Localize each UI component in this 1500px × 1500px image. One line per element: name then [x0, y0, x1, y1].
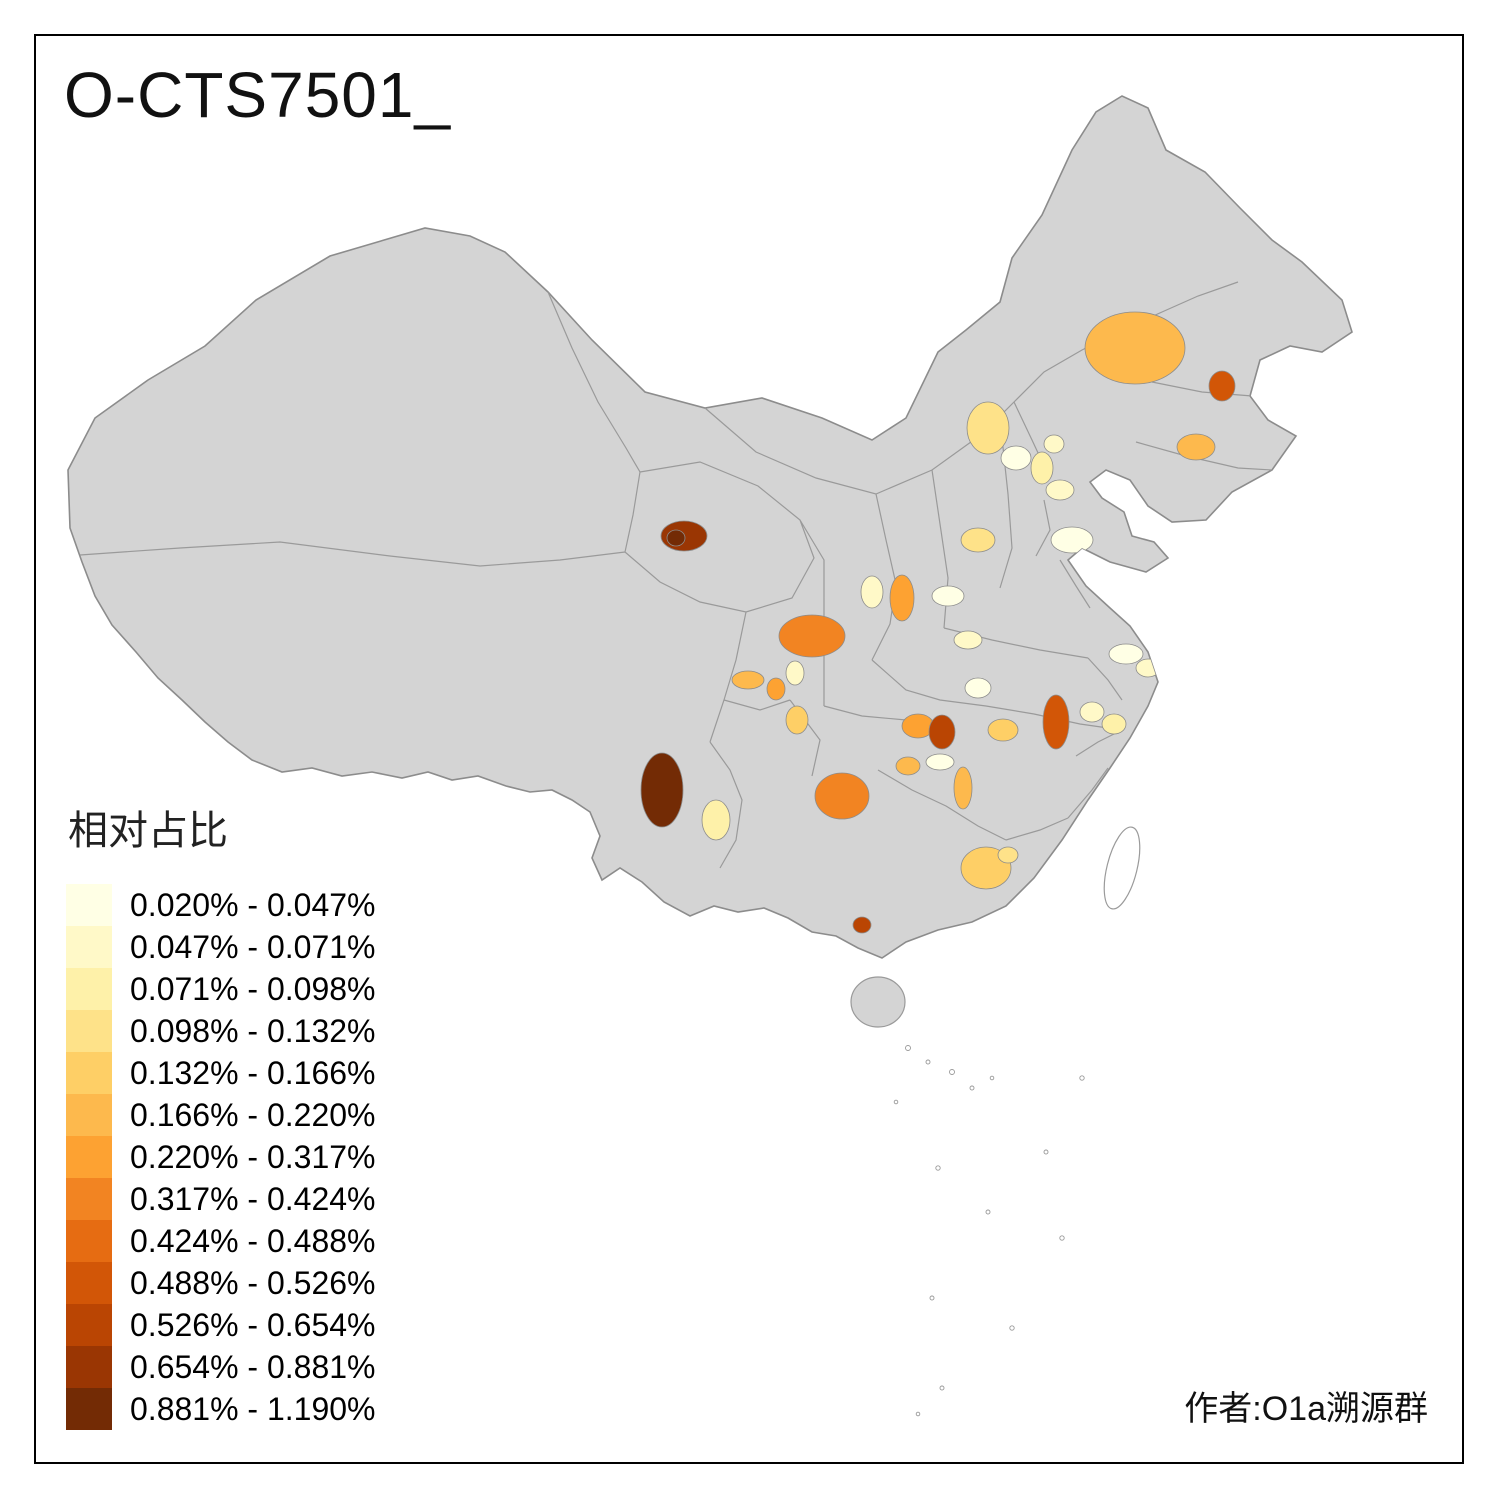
prefecture-region: [960, 527, 996, 553]
prefecture-region: [666, 529, 686, 547]
legend-title: 相对占比: [68, 809, 228, 853]
legend-label: 0.020% - 0.047%: [130, 886, 376, 923]
prefecture-region: [889, 574, 915, 622]
prefecture-region: [1108, 643, 1144, 665]
prefecture-region: [1101, 713, 1127, 735]
prefecture-region: [785, 705, 809, 735]
prefecture-region: [1043, 434, 1065, 454]
legend-swatch: [66, 1388, 112, 1430]
taiwan-island: [1103, 826, 1141, 910]
prefecture-region: [1050, 526, 1094, 554]
legend-label: 0.166% - 0.220%: [130, 1096, 376, 1133]
legend-label: 0.047% - 0.071%: [130, 928, 376, 965]
prefecture-region: [814, 772, 870, 820]
south-china-sea-islands: [893, 1045, 1085, 1417]
legend-item: 0.526% - 0.654%: [66, 1304, 376, 1346]
prefecture-region: [1000, 445, 1032, 471]
legend-label: 0.132% - 0.166%: [130, 1054, 376, 1091]
legend-swatch: [66, 1010, 112, 1052]
legend-label: 0.220% - 0.317%: [130, 1138, 376, 1175]
prefecture-region: [1176, 433, 1216, 461]
legend-item: 0.220% - 0.317%: [66, 1136, 376, 1178]
legend-swatch: [66, 926, 112, 968]
prefecture-region: [987, 718, 1019, 742]
legend: 相对占比 0.020% - 0.047% 0.047% - 0.071% 0.071…: [66, 798, 376, 1430]
legend-swatch: [66, 1220, 112, 1262]
prefecture-region: [1042, 694, 1070, 750]
prefecture-region: [964, 677, 992, 699]
prefecture-region: [778, 614, 846, 658]
prefecture-region: [1084, 311, 1186, 385]
prefecture-region: [953, 766, 973, 810]
prefecture-region: [1208, 370, 1236, 402]
legend-label: 0.881% - 1.190%: [130, 1390, 376, 1427]
prefecture-region: [928, 714, 956, 750]
prefecture-region: [997, 846, 1019, 864]
prefecture-region: [1030, 451, 1054, 485]
china-mainland-outline: [67, 95, 1353, 959]
legend-swatch: [66, 1052, 112, 1094]
legend-label: 0.526% - 0.654%: [130, 1306, 376, 1343]
legend-swatch: [66, 884, 112, 926]
legend-item: 0.098% - 0.132%: [66, 1010, 376, 1052]
legend-swatch: [66, 1136, 112, 1178]
legend-swatch: [66, 1094, 112, 1136]
legend-label: 0.071% - 0.098%: [130, 970, 376, 1007]
legend-swatch: [66, 1262, 112, 1304]
prefecture-region: [1079, 701, 1105, 723]
legend-label: 0.098% - 0.132%: [130, 1012, 376, 1049]
prefecture-region: [966, 401, 1010, 455]
prefecture-region: [852, 916, 872, 934]
legend-item: 0.020% - 0.047%: [66, 884, 376, 926]
legend-item: 0.654% - 0.881%: [66, 1346, 376, 1388]
legend-item: 0.071% - 0.098%: [66, 968, 376, 1010]
legend-label: 0.488% - 0.526%: [130, 1264, 376, 1301]
prefecture-region: [1135, 658, 1161, 678]
prefecture-region: [766, 677, 786, 701]
prefecture-region: [1045, 479, 1075, 501]
prefecture-region: [931, 585, 965, 607]
legend-item: 0.424% - 0.488%: [66, 1220, 376, 1262]
legend-items: 0.020% - 0.047% 0.047% - 0.071% 0.071% - 0…: [66, 884, 376, 1430]
legend-item: 0.881% - 1.190%: [66, 1388, 376, 1430]
prefecture-region: [731, 670, 765, 690]
hainan-island: [850, 976, 906, 1028]
prefecture-region: [953, 630, 983, 650]
prefecture-region: [640, 752, 684, 828]
legend-swatch: [66, 1346, 112, 1388]
prefecture-region: [895, 756, 921, 776]
legend-swatch: [66, 968, 112, 1010]
legend-label: 0.424% - 0.488%: [130, 1222, 376, 1259]
prefecture-region: [925, 753, 955, 771]
prefecture-regions: [640, 311, 1236, 934]
legend-swatch: [66, 1178, 112, 1220]
legend-label: 0.654% - 0.881%: [130, 1348, 376, 1385]
author-credit: 作者:O1a溯源群: [1184, 1390, 1428, 1428]
legend-item: 0.166% - 0.220%: [66, 1094, 376, 1136]
page-title: O-CTS7501_: [64, 59, 452, 131]
prefecture-region: [701, 799, 731, 841]
legend-item: 0.488% - 0.526%: [66, 1262, 376, 1304]
legend-label: 0.317% - 0.424%: [130, 1180, 376, 1217]
legend-item: 0.317% - 0.424%: [66, 1178, 376, 1220]
legend-item: 0.132% - 0.166%: [66, 1052, 376, 1094]
prefecture-region: [860, 575, 884, 609]
legend-item: 0.047% - 0.071%: [66, 926, 376, 968]
prefecture-region: [785, 660, 805, 686]
legend-swatch: [66, 1304, 112, 1346]
